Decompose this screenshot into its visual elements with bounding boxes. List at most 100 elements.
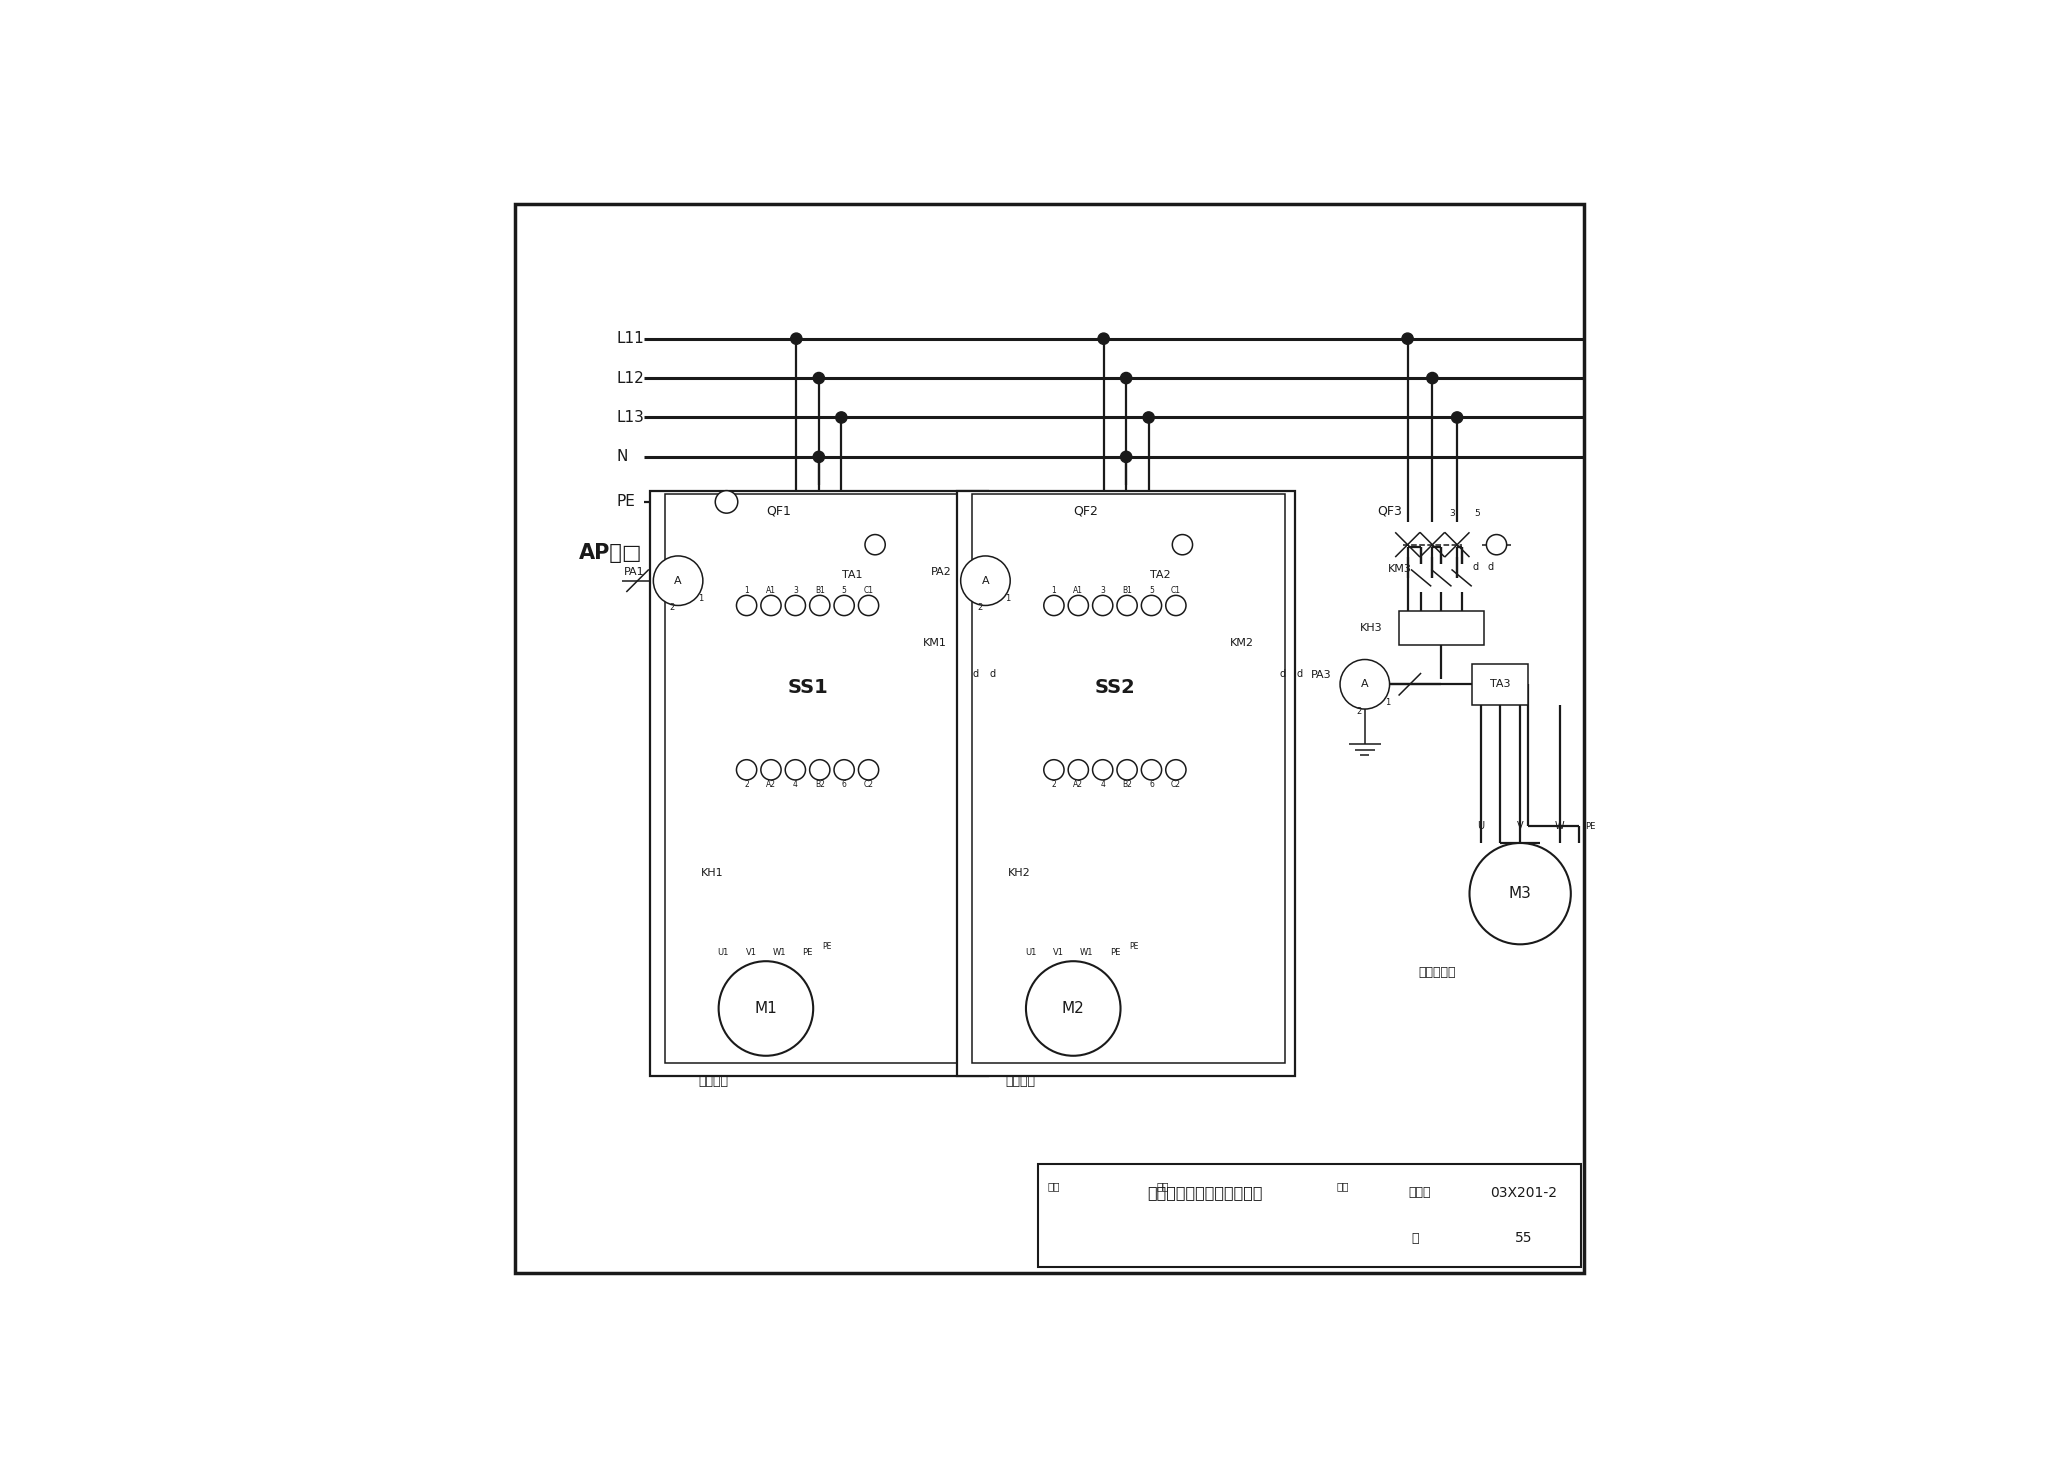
- Circle shape: [1452, 412, 1462, 423]
- Circle shape: [1339, 659, 1391, 709]
- Text: 2: 2: [977, 604, 983, 613]
- Text: 2: 2: [1356, 706, 1362, 716]
- Text: 6: 6: [842, 779, 846, 789]
- Circle shape: [836, 412, 848, 423]
- Text: PA1: PA1: [625, 567, 645, 576]
- Circle shape: [719, 961, 813, 1056]
- Circle shape: [813, 452, 825, 462]
- Text: U1: U1: [1024, 947, 1036, 956]
- Circle shape: [1069, 760, 1087, 779]
- Bar: [735, 620, 881, 756]
- Bar: [1399, 611, 1485, 645]
- Text: TA1: TA1: [842, 570, 862, 580]
- Bar: [1042, 620, 1188, 756]
- Text: d: d: [973, 670, 979, 680]
- Text: 4: 4: [793, 779, 799, 789]
- Circle shape: [809, 595, 829, 616]
- Text: M1: M1: [754, 1001, 778, 1016]
- Circle shape: [834, 595, 854, 616]
- Bar: [973, 494, 1284, 1063]
- Text: A1: A1: [766, 586, 776, 595]
- Text: PE: PE: [616, 494, 635, 509]
- Circle shape: [834, 760, 854, 779]
- Circle shape: [1120, 373, 1133, 383]
- Text: V: V: [1518, 822, 1524, 830]
- Text: 1: 1: [1006, 594, 1010, 604]
- Text: 2: 2: [670, 604, 676, 613]
- Text: 55: 55: [1516, 1231, 1532, 1246]
- Text: 1: 1: [743, 586, 750, 595]
- Circle shape: [737, 595, 756, 616]
- Circle shape: [1026, 961, 1120, 1056]
- Text: 校对: 校对: [1157, 1181, 1169, 1192]
- Bar: [1473, 664, 1528, 705]
- Text: B1: B1: [1122, 586, 1133, 595]
- Text: A2: A2: [1073, 779, 1083, 789]
- Text: 冷冻水泵: 冷冻水泵: [698, 1075, 729, 1088]
- Circle shape: [1171, 535, 1192, 554]
- Text: PE: PE: [821, 942, 831, 952]
- Text: 1: 1: [1384, 697, 1391, 706]
- Text: 冷却水泵: 冷却水泵: [1006, 1075, 1036, 1088]
- Text: L11: L11: [616, 332, 643, 346]
- Circle shape: [813, 373, 825, 383]
- Text: PE: PE: [803, 947, 813, 956]
- Text: 03X201-2: 03X201-2: [1491, 1186, 1556, 1200]
- Circle shape: [858, 760, 879, 779]
- Circle shape: [1092, 595, 1112, 616]
- Text: 5: 5: [1149, 586, 1153, 595]
- Circle shape: [864, 535, 885, 554]
- Text: KH3: KH3: [1360, 623, 1382, 633]
- Circle shape: [961, 556, 1010, 605]
- Text: B1: B1: [815, 586, 825, 595]
- Text: W1: W1: [1079, 947, 1094, 956]
- Text: V1: V1: [745, 947, 758, 956]
- Text: 冷水机组附泵控制柜（三）: 冷水机组附泵控制柜（三）: [1147, 1186, 1264, 1200]
- Text: TA2: TA2: [1149, 570, 1169, 580]
- Text: PA3: PA3: [1311, 670, 1331, 680]
- Circle shape: [1141, 760, 1161, 779]
- Text: 4: 4: [1100, 779, 1106, 789]
- Text: QF3: QF3: [1376, 504, 1403, 518]
- Text: W: W: [1554, 822, 1565, 830]
- Circle shape: [1487, 535, 1507, 554]
- Text: B2: B2: [815, 779, 825, 789]
- Text: 3: 3: [793, 586, 799, 595]
- Text: 2: 2: [1051, 779, 1057, 789]
- Text: C1: C1: [1171, 586, 1182, 595]
- Bar: [737, 854, 817, 893]
- Text: C2: C2: [864, 779, 874, 789]
- Text: 页: 页: [1411, 1232, 1419, 1246]
- Circle shape: [1092, 760, 1112, 779]
- Text: 6: 6: [1149, 779, 1153, 789]
- Text: SS1: SS1: [786, 678, 827, 697]
- Circle shape: [1141, 595, 1161, 616]
- Circle shape: [762, 595, 780, 616]
- Text: 3: 3: [1450, 509, 1456, 518]
- Circle shape: [737, 760, 756, 779]
- Text: d: d: [1296, 670, 1303, 680]
- Text: KH2: KH2: [1008, 868, 1030, 879]
- Text: 1: 1: [698, 594, 702, 604]
- Circle shape: [653, 556, 702, 605]
- Text: d: d: [1280, 670, 1286, 680]
- Bar: [666, 494, 977, 1063]
- Bar: [827, 554, 877, 595]
- Text: L13: L13: [616, 409, 643, 425]
- Circle shape: [809, 760, 829, 779]
- Text: 设计: 设计: [1337, 1181, 1350, 1192]
- Text: A: A: [981, 576, 989, 586]
- Circle shape: [762, 760, 780, 779]
- Text: 冷却塔风机: 冷却塔风机: [1419, 966, 1456, 980]
- Text: d: d: [989, 670, 995, 680]
- Circle shape: [1165, 595, 1186, 616]
- Circle shape: [1165, 760, 1186, 779]
- Circle shape: [784, 760, 805, 779]
- Text: C1: C1: [864, 586, 874, 595]
- Circle shape: [1470, 844, 1571, 944]
- Text: A: A: [1362, 680, 1368, 689]
- Text: SS2: SS2: [1094, 678, 1135, 697]
- Circle shape: [1120, 452, 1133, 462]
- Text: A1: A1: [1073, 586, 1083, 595]
- Circle shape: [1403, 333, 1413, 344]
